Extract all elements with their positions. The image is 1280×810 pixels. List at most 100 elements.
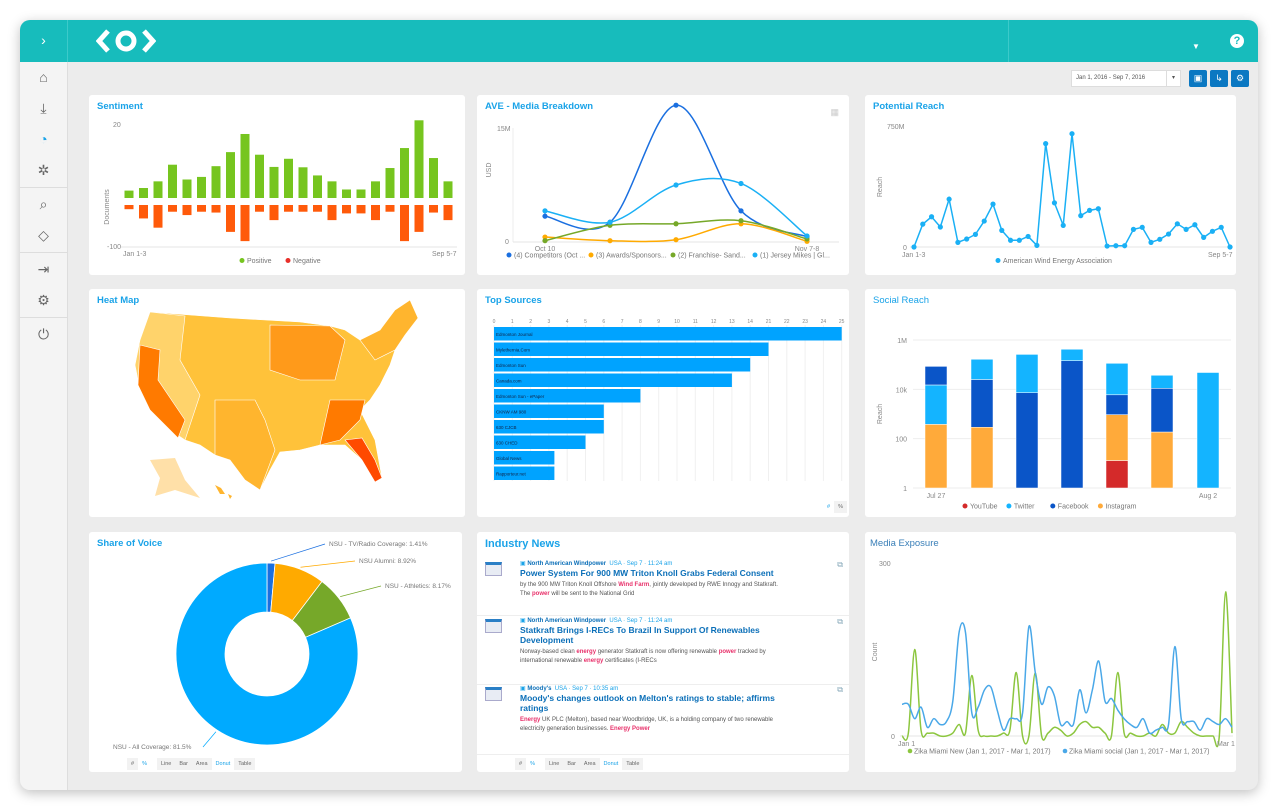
article-source[interactable]: Moody's (527, 686, 552, 692)
bar-segment-facebook[interactable] (1015, 392, 1039, 489)
bar-segment-facebook[interactable] (1060, 360, 1084, 489)
count-toggle[interactable]: # (823, 501, 835, 513)
data-point[interactable] (937, 224, 943, 230)
bar-segment-twitter[interactable] (1196, 372, 1220, 489)
data-point[interactable] (1078, 213, 1084, 219)
source-bar[interactable] (494, 342, 769, 357)
bar-segment-twitter[interactable] (1150, 375, 1174, 389)
news-item[interactable]: ▣ North American Windpower USA · Sep 7 ·… (477, 617, 849, 685)
data-point[interactable] (1043, 141, 1049, 147)
data-point[interactable] (1139, 224, 1145, 230)
data-point[interactable] (1095, 206, 1101, 212)
count-toggle[interactable]: # (131, 761, 135, 767)
sidebar-item-tag[interactable]: ◇ (20, 220, 67, 251)
bar-segment-instagram[interactable] (1150, 431, 1174, 489)
source-bar[interactable] (494, 404, 604, 419)
data-point[interactable] (1016, 237, 1022, 243)
source-bar[interactable] (494, 420, 604, 434)
data-point[interactable] (1148, 239, 1154, 245)
us-heat-map[interactable] (89, 289, 465, 517)
data-point[interactable] (673, 102, 679, 108)
data-point[interactable] (1122, 243, 1128, 249)
source-bar[interactable] (494, 466, 555, 481)
percent-toggle[interactable]: % (526, 758, 539, 770)
data-point[interactable] (964, 236, 970, 242)
data-point[interactable] (946, 196, 952, 202)
data-point[interactable] (1157, 236, 1163, 242)
sidebar-item-power[interactable]: ⏻ (20, 319, 67, 350)
sidebar-item-network[interactable]: ✲ (20, 155, 67, 186)
data-point[interactable] (1104, 243, 1110, 249)
data-point[interactable] (1034, 242, 1040, 248)
data-point[interactable] (911, 244, 917, 250)
sidebar-item-export[interactable]: ⇥ (20, 254, 67, 285)
data-point[interactable] (1069, 131, 1075, 137)
view-line[interactable]: Line (548, 761, 560, 767)
data-point[interactable] (1025, 233, 1031, 240)
bar-segment-instagram[interactable] (1105, 414, 1129, 461)
bar-segment-instagram[interactable] (924, 424, 948, 489)
bar-segment-facebook[interactable] (1150, 388, 1174, 433)
sidebar-item-home[interactable]: ⌂ (20, 62, 67, 93)
data-point[interactable] (1174, 221, 1180, 227)
bar-segment-instagram[interactable] (970, 427, 994, 489)
news-item[interactable]: ▣ Moody's USA · Sep 7 · 10:35 am Moody's… (477, 685, 849, 755)
source-bar[interactable] (494, 327, 842, 341)
external-link-icon[interactable]: ⧉ (837, 685, 843, 694)
bar-segment-facebook[interactable] (970, 379, 994, 428)
view-bar[interactable]: Bar (567, 761, 576, 767)
report-button[interactable]: ▣ (1189, 70, 1207, 87)
bar-segment-twitter[interactable] (1015, 354, 1039, 393)
bar-segment-twitter[interactable] (924, 384, 948, 425)
data-point[interactable] (1086, 207, 1093, 213)
expand-sidebar-button[interactable]: › (20, 20, 68, 62)
data-point[interactable] (738, 218, 744, 224)
view-donut[interactable]: Donut (211, 758, 235, 770)
data-point[interactable] (738, 208, 744, 214)
data-point[interactable] (928, 214, 935, 220)
sidebar-item-download[interactable]: ⤓ (20, 93, 67, 124)
data-point[interactable] (542, 208, 548, 214)
view-bar[interactable]: Bar (179, 761, 188, 767)
percent-toggle[interactable]: % (138, 758, 151, 770)
data-point[interactable] (999, 227, 1005, 233)
date-range-picker[interactable]: Jan 1, 2016 - Sep 7, 2016 ▾ (1071, 70, 1181, 87)
data-point[interactable] (955, 239, 961, 245)
data-point[interactable] (1165, 231, 1172, 237)
view-donut[interactable]: Donut (599, 758, 623, 770)
user-menu-dropdown[interactable]: ▼ (1192, 42, 1200, 51)
sidebar-item-dashboard-gauge[interactable]: ◔ (20, 124, 67, 155)
bar-segment-twitter[interactable] (970, 359, 994, 380)
bar-segment-youtube[interactable] (1105, 460, 1129, 489)
data-point[interactable] (1209, 228, 1216, 234)
source-bar[interactable] (494, 435, 586, 450)
data-point[interactable] (1130, 226, 1137, 232)
data-point[interactable] (1192, 222, 1198, 228)
percent-toggle[interactable]: % (838, 504, 843, 510)
data-point[interactable] (1218, 224, 1224, 230)
view-line[interactable]: Line (160, 761, 172, 767)
view-table[interactable]: Table (238, 761, 252, 767)
source-bar[interactable] (494, 451, 555, 465)
data-point[interactable] (1051, 200, 1058, 206)
settings-button[interactable]: ⚙ (1231, 70, 1249, 87)
source-bar[interactable] (494, 373, 732, 388)
data-point[interactable] (542, 234, 548, 240)
article-title[interactable]: Power System For 900 MW Triton Knoll Gra… (520, 568, 774, 578)
view-area[interactable]: Area (583, 761, 596, 767)
data-point[interactable] (1227, 244, 1233, 250)
data-point[interactable] (990, 201, 996, 207)
bar-segment-facebook[interactable] (1105, 394, 1129, 415)
data-point[interactable] (542, 238, 548, 244)
data-point[interactable] (1060, 222, 1066, 228)
view-table[interactable]: Table (626, 761, 640, 767)
calendar-icon[interactable]: ▦ (830, 107, 839, 117)
article-title[interactable]: Moody's changes outlook on Melton's rati… (520, 693, 775, 713)
count-toggle[interactable]: # (519, 761, 523, 767)
view-area[interactable]: Area (195, 761, 208, 767)
data-point[interactable] (981, 218, 987, 224)
donut-slice[interactable] (175, 562, 359, 746)
external-link-icon[interactable]: ⧉ (837, 617, 843, 626)
bar-segment-twitter[interactable] (1105, 363, 1129, 396)
bar-segment-twitter[interactable] (1060, 349, 1084, 361)
